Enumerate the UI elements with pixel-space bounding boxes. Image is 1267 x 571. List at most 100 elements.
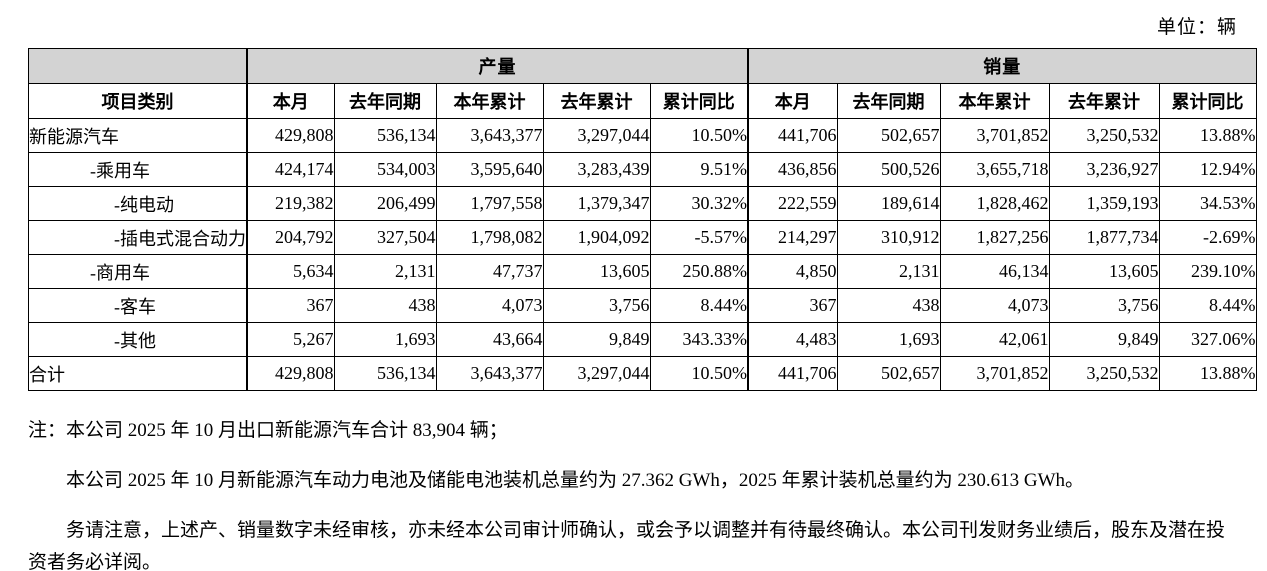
cell-value: 3,756 [542, 288, 651, 323]
category-header: 项目类别 [28, 83, 248, 119]
cell-value: 310,912 [836, 220, 941, 255]
cell-value: 327,504 [333, 220, 437, 255]
cell-value: 219,382 [246, 186, 335, 221]
cell-value: 3,643,377 [435, 356, 544, 391]
row-label: 合计 [28, 356, 248, 391]
cell-value: 502,657 [836, 118, 941, 153]
cell-value: 8.44% [649, 288, 749, 323]
cell-value: 4,073 [435, 288, 544, 323]
cell-value: 424,174 [246, 152, 335, 187]
col-header-sales-yoy: 累计同比 [1158, 83, 1257, 119]
cell-value: 500,526 [836, 152, 941, 187]
table-row-bev: -纯电动 219,382 206,499 1,797,558 1,379,347… [28, 186, 1257, 221]
col-header-prod-yoy: 累计同比 [649, 83, 749, 119]
cell-value: 3,250,532 [1048, 118, 1160, 153]
unit-label: 单位：辆 [1156, 17, 1237, 38]
row-label: -纯电动 [28, 186, 248, 221]
cell-value: 441,706 [747, 356, 838, 391]
cell-value: 1,359,193 [1048, 186, 1160, 221]
cell-value: 4,850 [747, 254, 838, 289]
table-row-passenger: -乘用车 424,174 534,003 3,595,640 3,283,439… [28, 152, 1257, 187]
col-header-sales-last-ytd: 去年累计 [1048, 83, 1160, 119]
cell-value: 34.53% [1158, 186, 1257, 221]
cell-value: 9.51% [649, 152, 749, 187]
cell-value: 189,614 [836, 186, 941, 221]
cell-value: 1,828,462 [939, 186, 1050, 221]
col-header-sales-month: 本月 [747, 83, 838, 119]
cell-value: 502,657 [836, 356, 941, 391]
col-header-prod-last-year-period: 去年同期 [333, 83, 437, 119]
cell-value: 534,003 [333, 152, 437, 187]
cell-value: 343.33% [649, 322, 749, 357]
cell-value: 3,643,377 [435, 118, 544, 153]
cell-value: 13,605 [542, 254, 651, 289]
col-header-sales-last-year-period: 去年同期 [836, 83, 941, 119]
cell-value: 250.88% [649, 254, 749, 289]
cell-value: 3,701,852 [939, 356, 1050, 391]
table-row-phev: -插电式混合动力 204,792 327,504 1,798,082 1,904… [28, 220, 1257, 255]
cell-value: 1,379,347 [542, 186, 651, 221]
cell-value: 3,297,044 [542, 356, 651, 391]
cell-value: 3,595,640 [435, 152, 544, 187]
cell-value: 2,131 [333, 254, 437, 289]
group-header-sales: 销量 [747, 48, 1257, 84]
cell-value: 441,706 [747, 118, 838, 153]
col-header-sales-ytd: 本年累计 [939, 83, 1050, 119]
row-label: -商用车 [28, 254, 248, 289]
cell-value: 3,701,852 [939, 118, 1050, 153]
cell-value: 536,134 [333, 118, 437, 153]
row-label: -其他 [28, 322, 248, 357]
row-label: -客车 [28, 288, 248, 323]
cell-value: 1,798,082 [435, 220, 544, 255]
column-header-row: 项目类别 本月 去年同期 本年累计 去年累计 累计同比 本月 去年同期 本年累计… [28, 83, 1257, 119]
table-row-nev: 新能源汽车 429,808 536,134 3,643,377 3,297,04… [28, 118, 1257, 153]
cell-value: 204,792 [246, 220, 335, 255]
row-label: 新能源汽车 [28, 118, 248, 153]
cell-value: 3,236,927 [1048, 152, 1160, 187]
cell-value: 3,297,044 [542, 118, 651, 153]
cell-value: 436,856 [747, 152, 838, 187]
table-row-total: 合计 429,808 536,134 3,643,377 3,297,044 1… [28, 356, 1257, 391]
cell-value: 5,267 [246, 322, 335, 357]
cell-value: 9,849 [542, 322, 651, 357]
table-row-commercial: -商用车 5,634 2,131 47,737 13,605 250.88% 4… [28, 254, 1257, 289]
note-export: 注：本公司 2025 年 10 月出口新能源汽车合计 83,904 辆； [28, 420, 508, 441]
cell-value: 12.94% [1158, 152, 1257, 187]
cell-value: 1,693 [333, 322, 437, 357]
note-disclaimer: 务请注意，上述产、销量数字未经审核，亦未经本公司审计师确认，或会予以调整并有待最… [28, 520, 1226, 571]
cell-value: 1,827,256 [939, 220, 1050, 255]
production-sales-table: 产量 销量 项目类别 本月 去年同期 本年累计 去年累计 累计同比 本月 去年同… [28, 48, 1257, 391]
cell-value: 214,297 [747, 220, 838, 255]
cell-value: 3,283,439 [542, 152, 651, 187]
cell-value: 327.06% [1158, 322, 1257, 357]
cell-value: 438 [836, 288, 941, 323]
table-row-bus: -客车 367 438 4,073 3,756 8.44% 367 438 4,… [28, 288, 1257, 323]
cell-value: 1,693 [836, 322, 941, 357]
cell-value: 13,605 [1048, 254, 1160, 289]
cell-value: 42,061 [939, 322, 1050, 357]
cell-value: 239.10% [1158, 254, 1257, 289]
col-header-prod-month: 本月 [246, 83, 335, 119]
cell-value: 206,499 [333, 186, 437, 221]
cell-value: 9,849 [1048, 322, 1160, 357]
corner-cell [28, 48, 248, 84]
cell-value: 5,634 [246, 254, 335, 289]
table-row-other: -其他 5,267 1,693 43,664 9,849 343.33% 4,4… [28, 322, 1257, 357]
cell-value: 1,877,734 [1048, 220, 1160, 255]
cell-value: -5.57% [649, 220, 749, 255]
cell-value: 438 [333, 288, 437, 323]
cell-value: 2,131 [836, 254, 941, 289]
cell-value: 13.88% [1158, 118, 1257, 153]
cell-value: 10.50% [649, 118, 749, 153]
cell-value: 4,073 [939, 288, 1050, 323]
cell-value: 3,756 [1048, 288, 1160, 323]
cell-value: 429,808 [246, 118, 335, 153]
cell-value: -2.69% [1158, 220, 1257, 255]
cell-value: 367 [246, 288, 335, 323]
cell-value: 367 [747, 288, 838, 323]
cell-value: 30.32% [649, 186, 749, 221]
cell-value: 47,737 [435, 254, 544, 289]
col-header-prod-ytd: 本年累计 [435, 83, 544, 119]
cell-value: 4,483 [747, 322, 838, 357]
